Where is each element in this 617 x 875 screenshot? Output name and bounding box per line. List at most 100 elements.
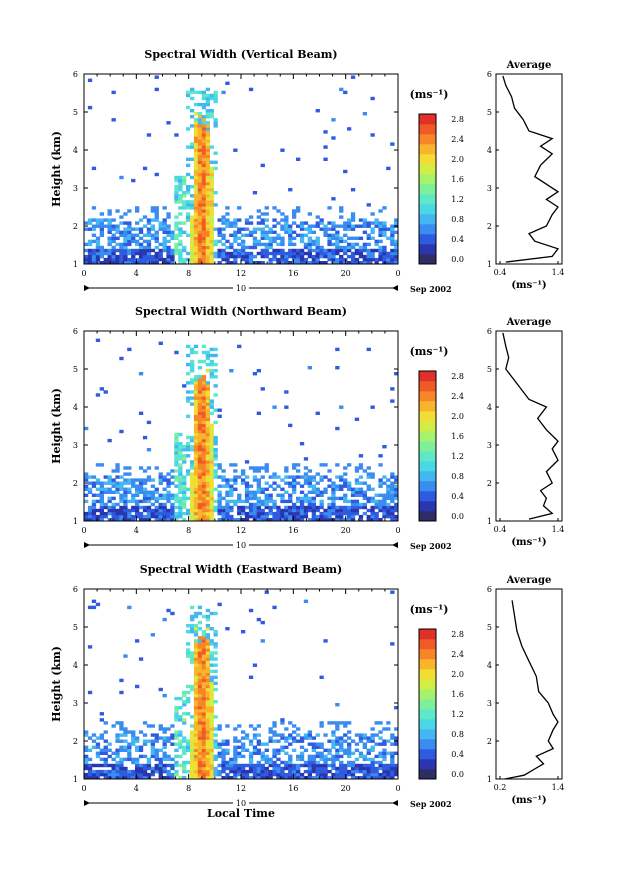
x-axis-label: Local Time (207, 807, 275, 820)
date-label: 10 (236, 799, 246, 808)
x-tick-label: 20 (341, 526, 351, 535)
colorbar-tick-label: 0.0 (451, 512, 464, 521)
colorbar-tick-label: 1.6 (451, 690, 464, 699)
colorbar-tick-label: 0.8 (451, 730, 464, 739)
x-tick-label: 16 (288, 784, 298, 793)
x-tick-label: 8 (186, 526, 191, 535)
y-tick-label: 4 (73, 146, 78, 155)
profile-x-label: (ms⁻¹) (511, 795, 546, 806)
profile-y-tick: 2 (487, 222, 492, 231)
colorbar-tick-label: 2.4 (451, 135, 464, 144)
profile-y-tick: 6 (487, 327, 492, 336)
profile-y-tick: 6 (487, 585, 492, 594)
profile-frame (495, 330, 563, 522)
profile-frame (495, 588, 563, 780)
profile-x-tick: 0.4 (494, 268, 507, 277)
x-tick-label: 12 (236, 269, 246, 278)
colorbar-tick-label: 0.4 (451, 750, 464, 759)
y-tick-label: 6 (73, 70, 78, 79)
x-tick-label: 0 (395, 784, 400, 793)
x-tick-label: 4 (134, 269, 139, 278)
heatmap-field (84, 75, 399, 265)
profile-x-tick: 0.2 (494, 783, 507, 792)
colorbar-tick-label: 2.0 (451, 155, 464, 164)
x-tick-label: 0 (81, 269, 86, 278)
y-tick-label: 2 (73, 737, 78, 746)
profile-y-tick: 1 (487, 517, 492, 526)
colorbar-frame (418, 113, 437, 265)
colorbar-tick-label: 2.4 (451, 392, 464, 401)
colorbar-unit: (ms⁻¹) (410, 88, 449, 101)
colorbar-tick-label: 2.0 (451, 412, 464, 421)
colorbar-tick-label: 0.0 (451, 770, 464, 779)
profile-y-tick: 2 (487, 737, 492, 746)
x-tick-label: 0 (395, 526, 400, 535)
y-tick-label: 5 (73, 365, 78, 374)
date-suffix: Sep 2002 (410, 284, 452, 294)
date-label: 10 (236, 541, 246, 550)
profile-y-tick: 4 (487, 403, 492, 412)
profile-y-tick: 6 (487, 70, 492, 79)
x-tick-label: 12 (236, 526, 246, 535)
date-suffix: Sep 2002 (410, 541, 452, 551)
x-tick-label: 16 (288, 526, 298, 535)
y-tick-label: 6 (73, 327, 78, 336)
colorbar-tick-label: 2.8 (451, 630, 464, 639)
y-tick-label: 1 (73, 260, 78, 269)
profile-x-label: (ms⁻¹) (511, 537, 546, 548)
profile-line (502, 332, 559, 520)
heatmap-field (84, 590, 399, 780)
y-tick-label: 2 (73, 479, 78, 488)
y-tick-label: 4 (73, 403, 78, 412)
profile-title: Average (506, 575, 552, 586)
colorbar-frame (418, 370, 437, 522)
colorbar-tick-label: 1.6 (451, 432, 464, 441)
colorbar-tick-label: 0.4 (451, 492, 464, 501)
date-label: 10 (236, 284, 246, 293)
profile-title: Average (506, 317, 552, 328)
y-tick-label: 3 (73, 441, 78, 450)
y-tick-label: 5 (73, 623, 78, 632)
average-profile: Average 1 2 3 4 5 6 0.2 1.4 (ms⁻¹) (487, 575, 564, 806)
panel-title: Spectral Width (Eastward Beam) (140, 563, 342, 576)
x-tick-label: 0 (81, 784, 86, 793)
colorbar: 0.0 0.4 0.8 1.2 1.6 2.0 2.4 2.8 (ms⁻¹) (410, 603, 464, 780)
x-tick-label: 8 (186, 269, 191, 278)
y-tick-label: 3 (73, 699, 78, 708)
colorbar-tick-label: 2.8 (451, 372, 464, 381)
x-tick-label: 20 (341, 269, 351, 278)
x-tick-label: 4 (134, 784, 139, 793)
y-tick-label: 1 (73, 517, 78, 526)
y-tick-label: 1 (73, 775, 78, 784)
profile-y-tick: 2 (487, 479, 492, 488)
colorbar: 0.0 0.4 0.8 1.2 1.6 2.0 2.4 2.8 (ms⁻¹) (410, 88, 464, 265)
x-tick-label: 4 (134, 526, 139, 535)
x-tick-label: 12 (236, 784, 246, 793)
x-tick-label: 20 (341, 784, 351, 793)
panel-title: Spectral Width (Vertical Beam) (144, 48, 337, 61)
colorbar-tick-label: 0.0 (451, 255, 464, 264)
x-tick-label: 0 (81, 526, 86, 535)
profile-frame (495, 73, 563, 265)
x-tick-label: 8 (186, 784, 191, 793)
colorbar-tick-label: 1.2 (451, 195, 464, 204)
colorbar-tick-label: 0.8 (451, 472, 464, 481)
profile-x-label: (ms⁻¹) (511, 280, 546, 291)
profile-y-tick: 5 (487, 365, 492, 374)
colorbar-tick-label: 2.4 (451, 650, 464, 659)
profile-y-tick: 4 (487, 661, 492, 670)
y-tick-label: 2 (73, 222, 78, 231)
profile-x-tick: 1.4 (552, 268, 565, 277)
colorbar-tick-label: 1.2 (451, 710, 464, 719)
profile-y-tick: 4 (487, 146, 492, 155)
y-tick-label: 3 (73, 184, 78, 193)
colorbar-frame (418, 628, 437, 780)
colorbar: 0.0 0.4 0.8 1.2 1.6 2.0 2.4 2.8 (ms⁻¹) (410, 345, 464, 522)
profile-title: Average (506, 60, 552, 71)
y-axis-label: Height (km) (50, 131, 63, 207)
y-axis-label: Height (km) (50, 388, 63, 464)
colorbar-tick-label: 1.2 (451, 452, 464, 461)
